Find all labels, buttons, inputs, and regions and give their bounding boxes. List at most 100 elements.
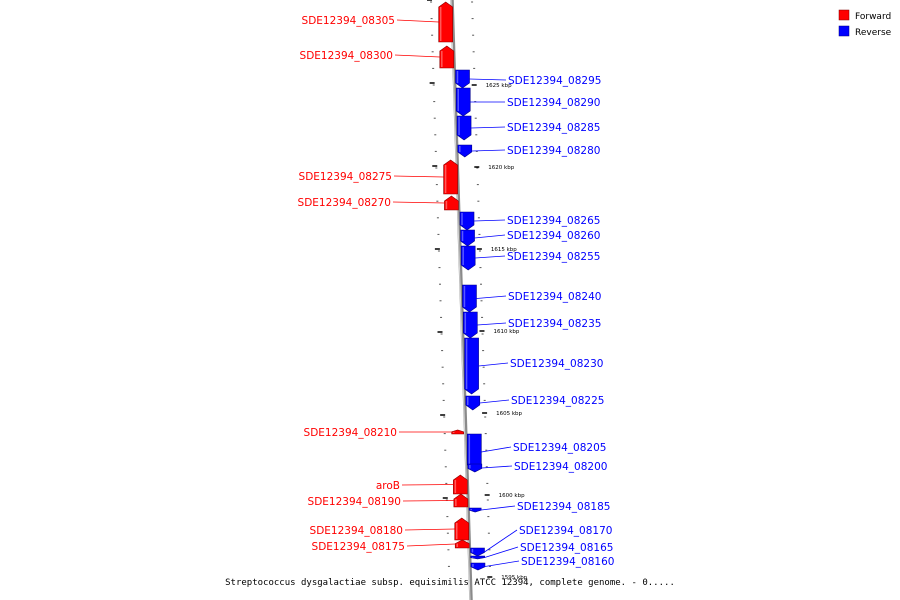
gene-label[interactable]: SDE12394_08165 — [520, 542, 613, 554]
gene-leader-line — [484, 560, 520, 567]
gene-label[interactable]: SDE12394_08205 — [513, 442, 606, 454]
gene-arrow[interactable] — [470, 555, 485, 560]
gene-arrow[interactable] — [453, 493, 469, 508]
gene-label[interactable]: SDE12394_08255 — [507, 251, 600, 263]
gene-label[interactable]: SDE12394_08230 — [510, 358, 603, 370]
gene-leader-line — [481, 446, 512, 453]
gene-SDE12394_08185[interactable]: SDE12394_08185 — [468, 501, 610, 513]
gene-arrow[interactable] — [456, 115, 472, 141]
gene-layer: SDE12394_08305 SDE12394_08300 SDE12394_082… — [298, 1, 615, 571]
gene-arrow[interactable] — [453, 474, 468, 495]
gene-arrow[interactable] — [470, 562, 486, 571]
gene-label[interactable]: SDE12394_08180 — [310, 525, 403, 537]
gene-leader-line — [481, 505, 516, 511]
gene-leader-line — [473, 219, 506, 222]
gene-arrow[interactable] — [455, 69, 470, 89]
gene-arrow[interactable] — [459, 211, 475, 231]
gene-label[interactable]: SDE12394_08185 — [517, 501, 610, 513]
gene-leader-line — [471, 126, 506, 129]
scale-tick-label: 1625 kbp — [486, 83, 512, 89]
gene-label[interactable]: SDE12394_08305 — [302, 15, 395, 27]
gene-arrow[interactable] — [465, 395, 481, 411]
gene-label[interactable]: aroB — [376, 480, 400, 492]
gene-arrow[interactable] — [438, 1, 453, 43]
gene-label[interactable]: SDE12394_08295 — [508, 75, 601, 87]
gene-label[interactable]: SDE12394_08210 — [304, 427, 397, 439]
gene-arrow[interactable] — [460, 245, 476, 271]
gene-label[interactable]: SDE12394_08200 — [514, 461, 607, 473]
gene-SDE12394_08280[interactable]: SDE12394_08280 — [457, 144, 601, 158]
gene-leader-line — [404, 528, 455, 531]
gene-label[interactable]: SDE12394_08270 — [298, 197, 391, 209]
gene-arrow[interactable] — [443, 159, 458, 195]
gene-SDE12394_08265[interactable]: SDE12394_08265 — [459, 211, 600, 231]
gene-SDE12394_08190[interactable]: SDE12394_08190 — [308, 493, 469, 508]
gene-label[interactable]: SDE12394_08265 — [507, 215, 600, 227]
gene-SDE12394_08210[interactable]: SDE12394_08210 — [304, 427, 464, 439]
gene-SDE12394_08175[interactable]: SDE12394_08175 — [312, 539, 470, 553]
gene-leader-line — [476, 295, 507, 299]
gene-SDE12394_08270[interactable]: SDE12394_08270 — [298, 195, 459, 211]
gene-arrow[interactable] — [451, 429, 464, 435]
gene-leader-line — [478, 362, 509, 367]
gene-SDE12394_08170[interactable]: SDE12394_08170 — [470, 525, 612, 557]
gene-SDE12394_08275[interactable]: SDE12394_08275 — [299, 159, 458, 195]
gene-arrow[interactable] — [462, 284, 477, 313]
gene-leader-line — [469, 78, 507, 81]
gene-SDE12394_08200[interactable]: SDE12394_08200 — [467, 461, 608, 473]
legend-forward-swatch — [838, 9, 850, 21]
gene-SDE12394_08235[interactable]: SDE12394_08235 — [462, 311, 601, 339]
gene-label[interactable]: SDE12394_08175 — [312, 541, 405, 553]
gene-arrow[interactable] — [460, 229, 475, 247]
gene-arrow[interactable] — [455, 87, 471, 117]
gene-SDE12394_08225[interactable]: SDE12394_08225 — [465, 395, 605, 411]
gene-leader-line — [401, 484, 454, 486]
gene-leader-line — [392, 201, 445, 204]
gene-leader-line — [474, 234, 506, 239]
gene-arrow[interactable] — [444, 195, 459, 211]
gene-label[interactable]: SDE12394_08290 — [507, 97, 600, 109]
gene-leader-line — [406, 543, 456, 547]
gene-SDE12394_08230[interactable]: SDE12394_08230 — [464, 337, 604, 395]
gene-arrow[interactable] — [454, 539, 470, 549]
gene-arrow[interactable] — [439, 45, 455, 69]
gene-SDE12394_08305[interactable]: SDE12394_08305 — [302, 1, 453, 43]
gene-label[interactable]: SDE12394_08300 — [300, 50, 393, 62]
gene-SDE12394_08160[interactable]: SDE12394_08160 — [470, 556, 615, 571]
gene-arrow[interactable] — [470, 547, 485, 557]
gene-arrow[interactable] — [454, 517, 470, 541]
gene-SDE12394_08260[interactable]: SDE12394_08260 — [460, 229, 601, 247]
gene-aroB[interactable]: aroB — [376, 474, 468, 495]
gene-arrow[interactable] — [457, 144, 473, 158]
gene-arrow[interactable] — [468, 507, 482, 513]
gene-arrow[interactable] — [467, 463, 483, 473]
legend-reverse-label: Reverse — [855, 28, 892, 38]
gene-label[interactable]: SDE12394_08260 — [507, 230, 600, 242]
gene-SDE12394_08300[interactable]: SDE12394_08300 — [300, 45, 455, 69]
gene-arrow[interactable] — [462, 311, 478, 339]
gene-label[interactable]: SDE12394_08235 — [508, 318, 601, 330]
scale-tick-label: 1605 kbp — [496, 411, 522, 417]
gene-label[interactable]: SDE12394_08160 — [521, 556, 614, 568]
gene-leader-line — [471, 149, 506, 152]
gene-leader-line — [479, 399, 510, 404]
gene-SDE12394_08290[interactable]: SDE12394_08290 — [455, 87, 600, 117]
gene-label[interactable]: SDE12394_08280 — [507, 145, 600, 157]
scale-tick-label: 1615 kbp — [491, 247, 517, 253]
gene-label[interactable]: SDE12394_08170 — [519, 525, 612, 537]
gene-label[interactable]: SDE12394_08225 — [511, 395, 604, 407]
gene-SDE12394_08180[interactable]: SDE12394_08180 — [310, 517, 470, 541]
gene-label[interactable]: SDE12394_08285 — [507, 122, 600, 134]
gene-SDE12394_08295[interactable]: SDE12394_08295 — [455, 69, 602, 89]
gene-leader-line — [481, 465, 513, 469]
gene-label[interactable]: SDE12394_08240 — [508, 291, 601, 303]
gene-label[interactable]: SDE12394_08190 — [308, 496, 401, 508]
gene-arrow[interactable] — [464, 337, 479, 395]
gene-SDE12394_08165[interactable]: SDE12394_08165 — [470, 542, 614, 560]
gene-SDE12394_08255[interactable]: SDE12394_08255 — [460, 245, 600, 271]
gene-label[interactable]: SDE12394_08275 — [299, 171, 392, 183]
gene-SDE12394_08240[interactable]: SDE12394_08240 — [462, 284, 601, 313]
gene-SDE12394_08285[interactable]: SDE12394_08285 — [456, 115, 600, 141]
gene-leader-line — [477, 322, 507, 326]
